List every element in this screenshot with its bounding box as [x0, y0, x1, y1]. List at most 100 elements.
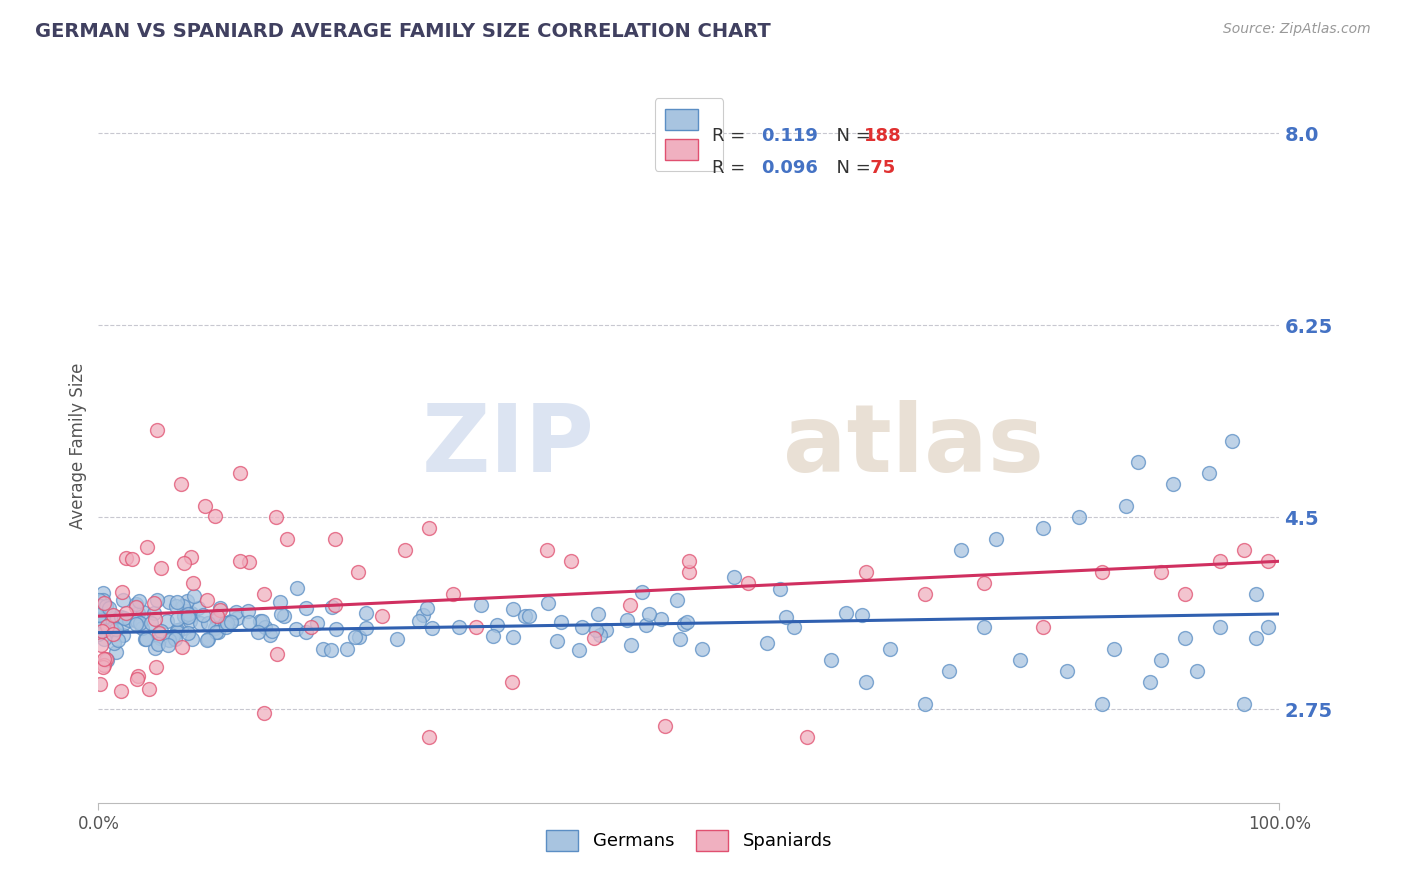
Point — [236, 604, 259, 618]
Point — [170, 477, 193, 491]
Point — [550, 615, 572, 629]
Point — [110, 684, 132, 698]
Text: atlas: atlas — [783, 400, 1045, 492]
Point — [470, 598, 492, 612]
Point — [143, 641, 166, 656]
Text: R =: R = — [713, 128, 751, 145]
Point — [204, 610, 226, 624]
Point — [172, 599, 194, 614]
Point — [111, 627, 134, 641]
Point — [1150, 566, 1173, 580]
Point — [285, 581, 308, 595]
Point — [1067, 510, 1090, 524]
Point — [254, 620, 277, 634]
Point — [163, 632, 186, 646]
Point — [91, 586, 114, 600]
Point — [166, 612, 188, 626]
Point — [219, 615, 242, 629]
Point — [121, 552, 143, 566]
Point — [949, 543, 972, 558]
Point — [145, 660, 167, 674]
Point — [269, 595, 291, 609]
Point — [571, 620, 593, 634]
Point — [197, 632, 219, 646]
Point — [177, 626, 200, 640]
Point — [595, 624, 617, 638]
Point — [93, 596, 115, 610]
Point — [87, 615, 110, 630]
Point — [1115, 500, 1137, 514]
Point — [115, 550, 138, 565]
Point — [260, 624, 283, 639]
Point — [775, 610, 797, 624]
Point — [118, 613, 141, 627]
Point — [323, 533, 346, 547]
Text: 75: 75 — [865, 159, 896, 178]
Point — [166, 595, 188, 609]
Point — [1139, 675, 1161, 690]
Point — [1257, 554, 1279, 568]
Point — [93, 632, 115, 647]
Point — [1185, 664, 1208, 678]
Point — [1126, 455, 1149, 469]
Point — [619, 598, 641, 612]
Text: N =: N = — [825, 128, 876, 145]
Point — [143, 611, 166, 625]
Point — [87, 626, 110, 640]
Point — [669, 632, 692, 646]
Point — [93, 660, 115, 674]
Point — [938, 664, 960, 678]
Point — [146, 423, 169, 437]
Point — [879, 642, 901, 657]
Point — [1102, 642, 1125, 657]
Point — [204, 621, 226, 635]
Point — [354, 621, 377, 635]
Point — [755, 636, 778, 650]
Point — [1091, 566, 1114, 580]
Legend: Germans, Spaniards: Germans, Spaniards — [538, 822, 839, 858]
Point — [156, 614, 179, 628]
Point — [984, 533, 1007, 547]
Point — [111, 585, 134, 599]
Point — [131, 621, 153, 635]
Point — [98, 614, 121, 628]
Point — [1233, 543, 1256, 558]
Point — [319, 642, 342, 657]
Point — [127, 669, 149, 683]
Point — [1174, 631, 1197, 645]
Point — [537, 596, 560, 610]
Point — [737, 576, 759, 591]
Point — [149, 560, 172, 574]
Point — [157, 632, 180, 647]
Point — [250, 614, 273, 628]
Text: ZIP: ZIP — [422, 400, 595, 492]
Point — [195, 593, 218, 607]
Point — [214, 616, 236, 631]
Point — [142, 606, 165, 620]
Point — [90, 614, 112, 628]
Point — [112, 615, 135, 630]
Point — [90, 638, 112, 652]
Point — [560, 554, 582, 568]
Point — [654, 719, 676, 733]
Point — [174, 604, 197, 618]
Point — [1056, 664, 1078, 678]
Point — [191, 607, 214, 622]
Point — [620, 638, 643, 652]
Point — [208, 600, 231, 615]
Point — [973, 576, 995, 591]
Point — [276, 533, 298, 547]
Point — [96, 620, 118, 634]
Point — [136, 540, 159, 554]
Point — [146, 593, 169, 607]
Point — [148, 637, 170, 651]
Point — [636, 617, 658, 632]
Point — [266, 647, 288, 661]
Point — [110, 610, 132, 624]
Point — [149, 624, 172, 639]
Point — [100, 622, 122, 636]
Point — [394, 543, 416, 558]
Point — [666, 593, 689, 607]
Point — [973, 620, 995, 634]
Point — [127, 614, 149, 628]
